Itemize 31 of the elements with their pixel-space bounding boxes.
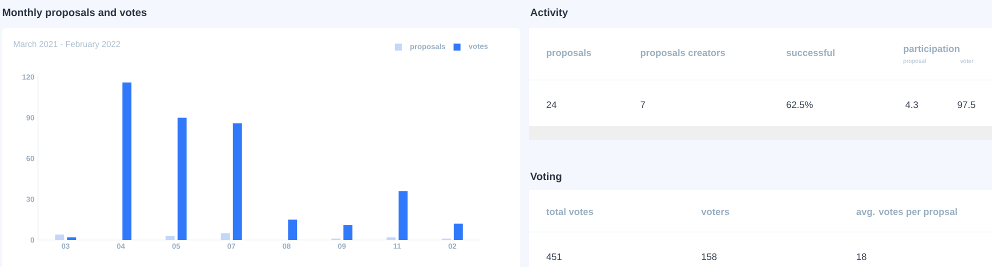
bar bbox=[55, 234, 64, 240]
text: 24 bbox=[546, 101, 556, 108]
bar bbox=[166, 236, 175, 240]
text: proposals bbox=[546, 49, 592, 58]
text: proposals creators bbox=[640, 49, 726, 58]
text: Activity bbox=[530, 8, 568, 18]
bar bbox=[386, 237, 396, 240]
bar bbox=[67, 237, 76, 240]
text: avg. votes per propsal bbox=[856, 208, 957, 217]
text: 62.5% bbox=[786, 101, 813, 108]
text: 451 bbox=[546, 253, 562, 260]
bar bbox=[454, 224, 463, 240]
bar bbox=[122, 82, 132, 240]
text: 97.5 bbox=[958, 101, 976, 108]
text: 7 bbox=[640, 101, 646, 108]
text: 158 bbox=[702, 253, 717, 260]
chart-title: Monthly proposals and votes bbox=[2, 8, 146, 18]
bar bbox=[288, 220, 298, 240]
chart-subtitle: March 2021 - February 2022 bbox=[14, 40, 120, 49]
text: total votes bbox=[546, 208, 594, 216]
text: Voting bbox=[530, 172, 562, 182]
bar bbox=[398, 191, 408, 240]
text: successful bbox=[786, 49, 834, 56]
text: 18 bbox=[856, 253, 866, 260]
text: 4.3 bbox=[905, 101, 918, 108]
bar bbox=[220, 233, 230, 240]
text: participation bbox=[904, 45, 960, 54]
bar bbox=[232, 123, 242, 240]
bar bbox=[343, 225, 352, 240]
bar bbox=[178, 118, 187, 240]
text: voters bbox=[701, 208, 730, 216]
